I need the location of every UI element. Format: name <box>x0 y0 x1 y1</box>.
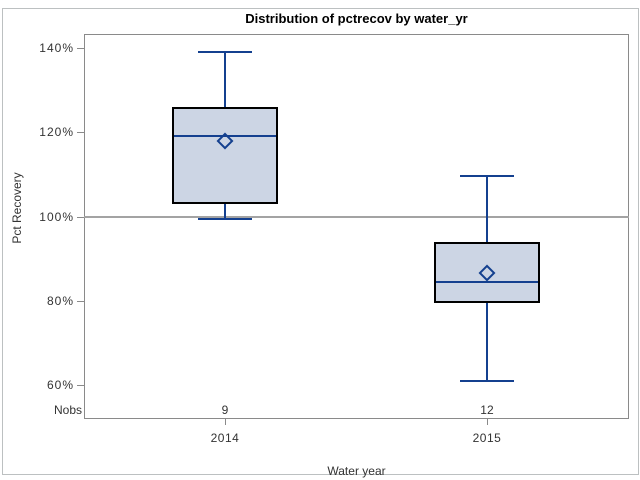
median-line <box>435 280 538 283</box>
y-axis-label: Pct Recovery <box>10 172 24 244</box>
iqr-box <box>171 106 278 204</box>
x-axis-tick <box>224 419 226 425</box>
whisker-upper-stem <box>223 52 226 107</box>
y-axis-tick <box>77 385 84 386</box>
y-axis-tick-label: 80% <box>46 293 74 308</box>
whisker-upper-cap <box>197 51 252 54</box>
x-axis-tick-label: 2014 <box>210 431 240 445</box>
nobs-value: 12 <box>480 403 494 417</box>
whisker-lower-stem <box>223 203 226 219</box>
y-axis-tick <box>77 48 84 49</box>
y-axis-tick-label: 100% <box>39 209 74 224</box>
nobs-row-label: Nobs <box>53 403 82 417</box>
y-axis-tick <box>77 300 84 302</box>
plot-area-frame <box>84 34 629 419</box>
whisker-lower-cap <box>459 379 514 382</box>
chart-outer-border <box>2 8 639 475</box>
y-axis-tick <box>77 132 84 134</box>
y-axis-tick-label: 140% <box>39 41 74 55</box>
iqr-box <box>433 241 540 303</box>
nobs-value: 9 <box>221 403 229 417</box>
x-axis-tick-label: 2015 <box>472 431 502 445</box>
x-axis-tick <box>486 419 488 425</box>
whisker-lower-stem <box>485 302 488 381</box>
whisker-upper-cap <box>459 175 514 178</box>
y-axis-tick-label: 120% <box>39 125 74 140</box>
whisker-upper-stem <box>485 176 488 242</box>
median-line <box>173 135 276 138</box>
x-axis-label: Water year <box>327 464 386 478</box>
reference-line <box>84 215 629 218</box>
y-axis-tick <box>77 216 84 218</box>
y-axis-tick-label: 60% <box>46 378 74 392</box>
chart-title: Distribution of pctrecov by water_yr <box>245 11 468 26</box>
whisker-lower-cap <box>197 217 252 220</box>
